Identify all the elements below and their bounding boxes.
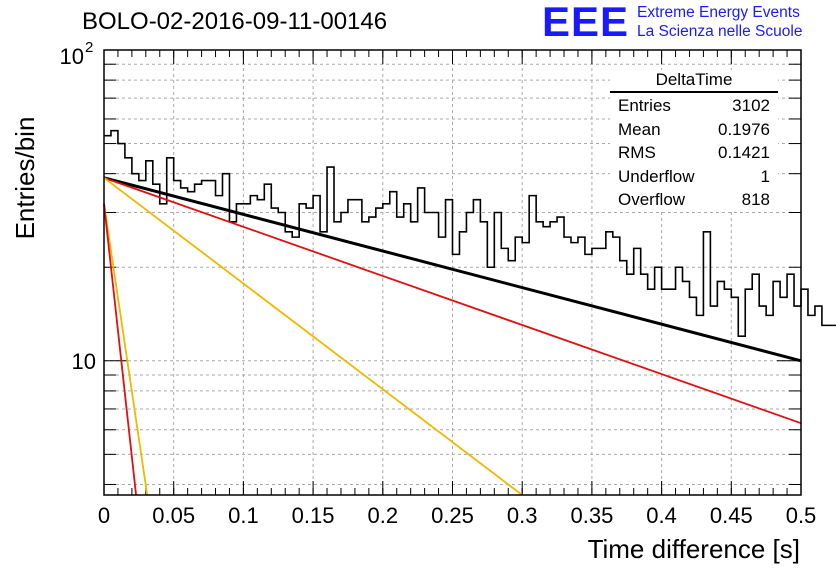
stats-box-title: DeltaTime: [610, 70, 778, 93]
eee-line1: Extreme Energy Events: [637, 4, 800, 21]
fit-curve: [103, 176, 802, 363]
stats-row-rms: RMS 0.1421: [610, 141, 778, 165]
x-tick-labels: 0 0.05 0.1 0.15 0.2 0.25 0.3 0.35 0.4 0.45 0.5: [98, 503, 816, 528]
fit-curve: [103, 203, 149, 496]
stats-value: 0.1421: [718, 143, 770, 162]
stats-value: 0.1976: [718, 119, 770, 139]
stats-value: 818: [741, 190, 770, 209]
x-tick-label: 0.2: [368, 503, 399, 528]
x-tick-label: 0.1: [228, 503, 259, 528]
stats-row-underflow: Underflow 1: [610, 165, 778, 189]
x-axis-label: Time difference [s]: [588, 534, 800, 564]
eee-logo: EEE: [542, 0, 630, 45]
histogram: [104, 129, 836, 337]
x-tick-label: 0.15: [292, 503, 335, 528]
x-tick-label: 0.5: [786, 503, 817, 528]
x-tick-label: 0.25: [431, 503, 474, 528]
eee-line2: La Scienza nelle Scuole: [637, 23, 803, 40]
fit-curve: [103, 177, 523, 496]
histogram-outline: [104, 129, 836, 337]
x-tick-label: 0.05: [152, 503, 195, 528]
x-tick-label: 0.3: [507, 503, 538, 528]
stats-label: Underflow: [618, 166, 695, 186]
stats-row-mean: Mean 0.1976: [610, 118, 778, 142]
stats-row-overflow: Overflow 818: [610, 188, 778, 212]
x-tick-label: 0: [98, 503, 110, 528]
x-tick-label: 0.35: [570, 503, 613, 528]
chart-title: BOLO-02-2016-09-11-00146: [82, 8, 388, 35]
stats-label: RMS: [618, 143, 656, 162]
x-tick-label: 0.45: [710, 503, 753, 528]
stats-label: Mean: [618, 119, 661, 139]
stats-box: DeltaTime Entries 3102 Mean 0.1976 RMS 0…: [610, 70, 778, 212]
plot-frame: [103, 49, 802, 496]
y-tick-label: 10: [72, 349, 96, 374]
stats-label: Entries: [618, 96, 671, 115]
x-tick-label: 0.4: [646, 503, 677, 528]
y-tick-label: 10: [60, 44, 84, 69]
y-axis-label: Entries/bin: [10, 117, 40, 240]
stats-value: 1: [760, 166, 770, 186]
stats-row-entries: Entries 3102: [610, 94, 778, 118]
fit-curve: [103, 176, 802, 425]
eee-logo-text: Extreme Energy Events La Scienza nelle S…: [637, 3, 802, 41]
y-tick-exponent: 2: [85, 39, 93, 56]
stats-value: 3102: [732, 96, 770, 115]
fit-curve: [103, 203, 137, 496]
stats-label: Overflow: [618, 190, 686, 209]
fit-curves: [103, 176, 802, 496]
